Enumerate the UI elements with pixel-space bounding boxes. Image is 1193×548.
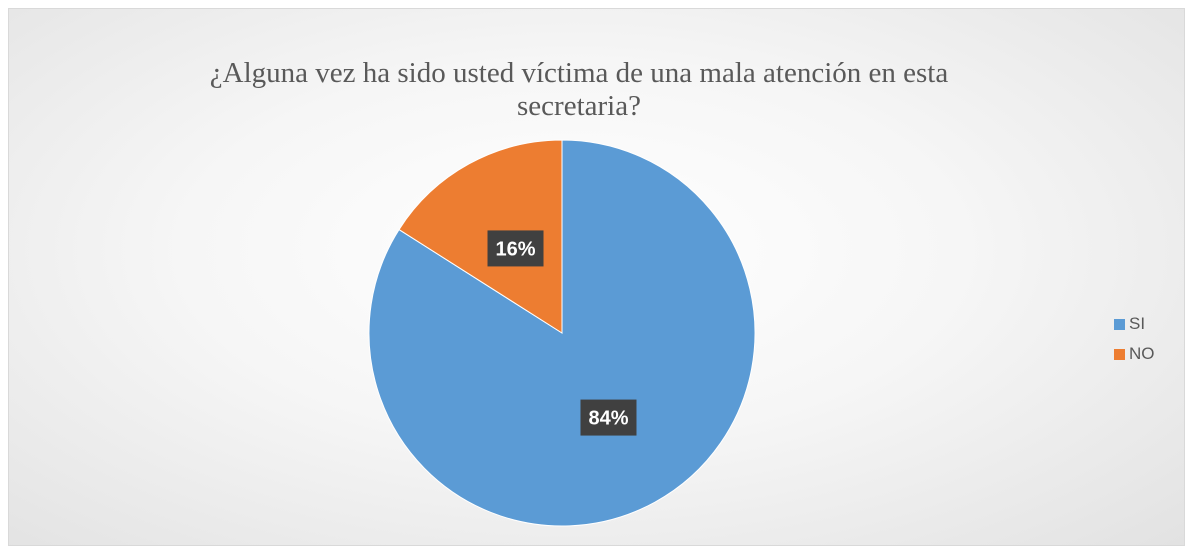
- chart-title: ¿Alguna vez ha sido usted víctima de una…: [129, 57, 1029, 123]
- data-label-text: 84%: [588, 408, 628, 430]
- chart-area: ¿Alguna vez ha sido usted víctima de una…: [8, 8, 1185, 546]
- pie-chart: 84% 16%: [368, 139, 756, 527]
- data-label-si: 84%: [580, 399, 637, 436]
- legend-item-no: NO: [1114, 339, 1155, 369]
- pie-slice-no: [398, 139, 563, 334]
- pie-slices: [368, 139, 756, 527]
- data-label-box: [487, 230, 544, 267]
- legend-swatch-no: [1114, 348, 1125, 360]
- legend-swatch-si: [1114, 318, 1125, 330]
- chart-title-line-1: ¿Alguna vez ha sido usted víctima de una…: [209, 57, 949, 89]
- data-label-no: 16%: [487, 230, 544, 267]
- data-label-box: [580, 399, 637, 436]
- legend-label-si: SI: [1129, 314, 1146, 333]
- chart-title-line-2: secretaria?: [517, 90, 641, 122]
- legend-label-no: NO: [1129, 344, 1155, 363]
- legend-item-si: SI: [1114, 309, 1155, 339]
- legend: SI NO: [1114, 309, 1155, 369]
- data-label-text: 16%: [495, 238, 535, 260]
- pie-data-labels: 84% 16%: [487, 230, 637, 436]
